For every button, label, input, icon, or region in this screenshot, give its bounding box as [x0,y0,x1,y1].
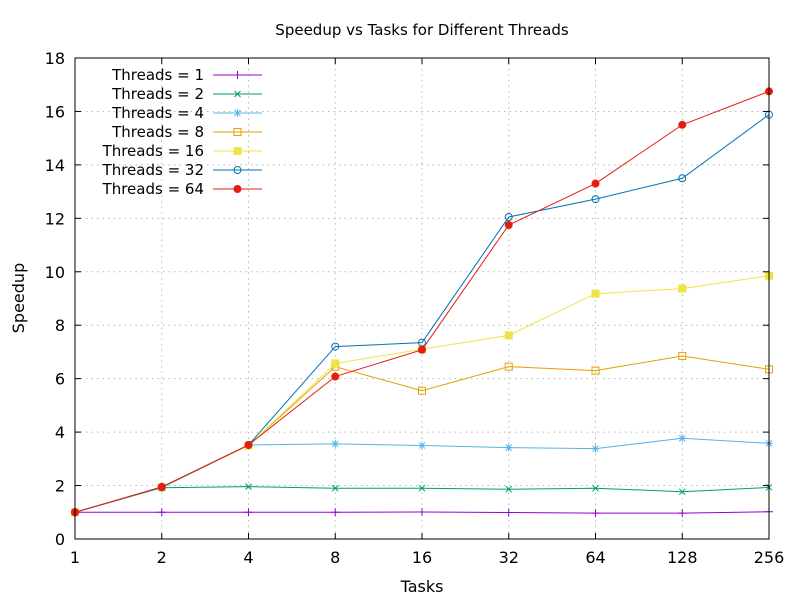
data-point [331,359,340,368]
data-point [234,90,241,98]
x-tick-label: 1 [70,548,80,567]
data-point [331,439,340,448]
legend-item: Threads = 64 [102,180,262,198]
data-point [233,147,242,155]
data-point [592,484,599,492]
data-point [233,185,242,193]
data-point [678,509,687,518]
x-tick-label: 256 [754,548,785,567]
y-tick-label: 14 [45,156,65,175]
x-tick-label: 8 [330,548,340,567]
series-lines [71,87,773,518]
series-7 [71,87,773,517]
data-point [678,120,687,129]
data-point [233,71,242,79]
grid-lines [75,58,769,539]
y-tick-label: 6 [55,370,65,389]
data-point [331,372,340,381]
x-tick-label: 2 [157,548,167,567]
series-1 [71,507,773,518]
data-point [331,508,340,517]
x-tick-label: 16 [412,548,432,567]
legend-label: Threads = 64 [102,180,204,198]
x-axis-label: Tasks [400,577,444,596]
y-tick-label: 4 [55,423,65,442]
x-tick-label: 128 [667,548,698,567]
legend-label: Threads = 4 [111,104,204,122]
y-tick-label: 10 [45,263,65,282]
data-point [591,289,600,298]
data-point [591,444,600,453]
data-point [504,212,513,221]
legend-label: Threads = 16 [102,142,204,160]
legend-item: Threads = 32 [102,161,262,179]
data-point [678,351,687,360]
data-point [331,342,340,351]
legend-label: Threads = 2 [111,85,204,103]
data-point [591,179,600,188]
y-tick-label: 12 [45,209,65,228]
y-tick-label: 18 [45,49,65,68]
y-tick-label: 8 [55,316,65,335]
data-point [418,345,426,354]
y-tick-label: 16 [45,102,65,121]
data-point [504,443,513,452]
y-tick-label: 0 [55,530,65,549]
data-point [233,128,242,136]
legend-item: Threads = 2 [111,85,262,103]
data-point [504,221,513,230]
data-point [418,484,426,492]
data-point [157,508,166,517]
y-axis-label: Speedup [9,263,28,333]
x-tick-label: 64 [585,548,605,567]
legend-label: Threads = 32 [102,161,204,179]
data-point [157,482,166,491]
chart-title: Speedup vs Tasks for Different Threads [275,21,569,39]
legend-item: Threads = 4 [111,104,262,122]
data-point [505,485,513,493]
data-point [678,284,687,293]
data-point [233,109,242,117]
data-point [678,488,686,496]
legend-item: Threads = 1 [111,66,262,84]
legend-label: Threads = 1 [111,66,204,84]
x-tick-label: 32 [499,548,519,567]
data-point [418,441,426,450]
data-point [418,508,426,517]
data-point [591,195,600,204]
data-point [591,366,600,375]
data-point [678,174,687,183]
data-point [504,362,513,371]
data-point [233,166,242,174]
data-point [244,440,253,449]
data-point [418,386,426,395]
data-point [245,483,252,490]
legend-item: Threads = 8 [111,123,262,141]
data-point [244,508,253,517]
legend-item: Threads = 16 [102,142,262,160]
data-point [591,509,600,518]
data-point [678,434,687,443]
data-point [331,484,339,492]
data-point [504,331,513,340]
data-point [504,508,513,517]
y-tick-label: 2 [55,477,65,496]
x-tick-label: 4 [243,548,253,567]
legend-label: Threads = 8 [111,123,204,141]
